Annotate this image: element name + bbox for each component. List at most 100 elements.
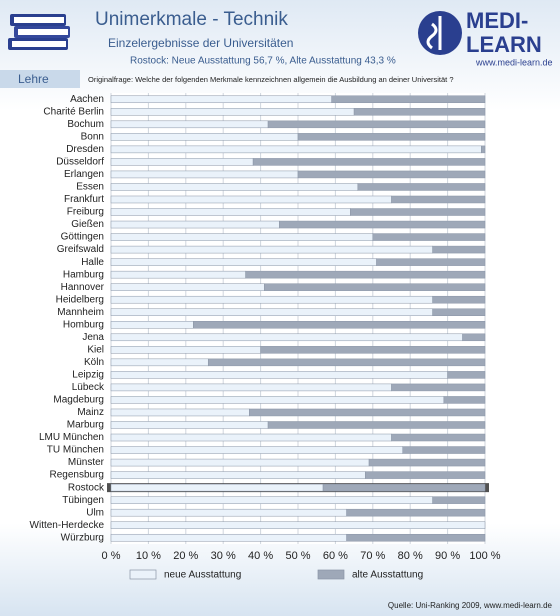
bar-segment [110,295,433,304]
x-tick-label: 100 % [469,550,500,562]
bar-segment [322,483,486,492]
bar-segment [462,333,486,342]
y-tick-label: Erlangen [64,169,104,180]
y-tick-label: Mannheim [57,307,104,318]
y-tick-label: Freiburg [67,207,104,218]
bar-segment [432,245,486,254]
question: Originalfrage: Welche der folgenden Merk… [88,75,454,84]
bar-segment [346,533,486,542]
y-tick-label: Kiel [87,344,104,355]
y-tick-label: Witten-Herdecke [30,520,105,531]
bar-segment [357,183,486,191]
legend-label: neue Ausstattung [164,570,241,581]
bar-segment [297,170,486,179]
section-tab [0,70,80,88]
y-tick-label: Hamburg [63,269,104,280]
books-icon [8,14,70,50]
x-tick-label: 10 % [136,550,161,562]
bar-segment [365,471,486,479]
bar-segment [110,421,269,429]
bar-segment [264,283,486,291]
y-tick-label: Tübingen [62,495,104,506]
y-tick-label: Homburg [63,319,104,330]
y-tick-label: Hannover [61,282,105,293]
bar-segment [110,308,433,316]
bar-segment [279,220,486,229]
y-tick-label: Ulm [86,507,104,518]
y-tick-label: Düsseldorf [56,157,104,168]
bar-segment [110,458,370,467]
bar-segment [267,120,486,129]
bar-segment [110,471,366,479]
x-tick-label: 70 % [360,550,385,562]
bar-segment [110,383,392,392]
bar-segment [297,133,486,141]
subtitle: Einzelergebnisse der Universitäten [108,36,293,50]
bar-segment [110,220,280,229]
bar-segment [110,433,392,442]
y-tick-label: Göttingen [61,232,104,243]
bar-segment [110,496,433,504]
y-tick-label: Magdeburg [53,395,104,406]
bar-segment [110,346,261,354]
bar-segment [207,358,486,367]
bar-segment [391,383,486,392]
bar-segment [110,208,351,216]
y-tick-label: Frankfurt [64,194,104,205]
bar-segment [391,433,486,442]
y-tick-label: Marburg [67,420,104,431]
bar-segment [110,183,359,191]
bar-segment [260,346,486,354]
x-tick-label: 30 % [211,550,236,562]
bar-segment [110,358,209,367]
x-tick-label: 90 % [435,550,460,562]
bar-segment [110,233,374,241]
title: Unimerkmale - Technik [95,9,288,30]
bar-segment [110,508,347,517]
y-tick-label: Rostock [68,482,105,493]
y-tick-label: Mainz [77,407,104,418]
bar-segment [376,258,486,266]
bar-segment [110,108,355,116]
y-tick-label: Jena [82,332,104,343]
bar-segment [331,95,486,104]
x-tick-label: 20 % [173,550,198,562]
bar-segment [481,145,486,154]
y-tick-label: Aachen [70,94,104,105]
bar-segment [372,233,486,241]
bar-segment [432,308,486,316]
bar-segment [110,158,254,166]
bar-segment [110,446,403,454]
logo-text: MEDI- [466,8,528,33]
bar-segment [368,458,486,467]
bar-segment [110,258,377,266]
bar-segment [110,133,299,141]
x-tick-label: 40 % [248,550,273,562]
bar-segment [447,371,486,379]
y-tick-label: Köln [84,357,104,368]
legend-swatch [129,569,157,580]
y-tick-label: Bonn [81,131,104,142]
legend-label: alte Ausstattung [352,570,423,581]
bar-segment [110,333,463,342]
x-tick-label: 50 % [285,550,310,562]
bar-segment [110,120,269,129]
y-tick-label: Würzburg [61,532,104,543]
bar-segment [432,496,486,504]
x-tick-label: 80 % [398,550,423,562]
bar-segment [110,533,347,542]
y-tick-label: Halle [81,257,104,268]
y-tick-label: TU München [47,445,104,456]
y-tick-label: Dresden [66,144,104,155]
bar-segment [110,170,299,179]
x-tick-label: 60 % [323,550,348,562]
x-tick-label: 0 % [102,550,121,562]
bar-segment [267,421,486,429]
bar-segment [110,396,445,404]
bar-segment [110,283,265,291]
source: Quelle: Uni-Ranking 2009, www.medi-learn… [388,601,553,610]
bar-segment [110,483,324,492]
bar-segment [353,108,486,116]
